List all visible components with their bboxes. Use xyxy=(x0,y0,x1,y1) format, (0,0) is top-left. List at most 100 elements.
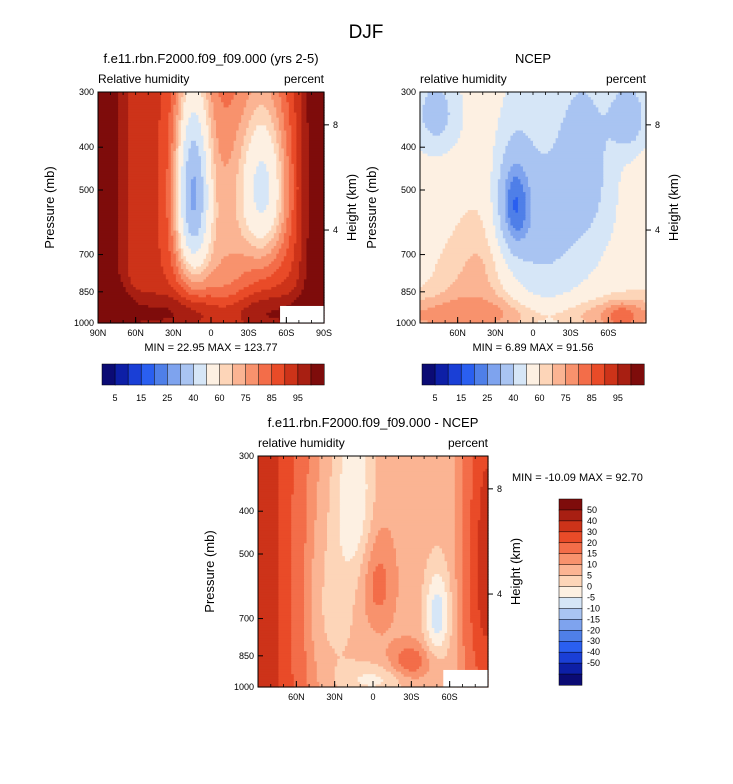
contour-cell xyxy=(251,302,292,306)
contour-cell xyxy=(306,258,325,262)
contour-cell xyxy=(296,153,302,157)
contour-cell xyxy=(432,271,461,275)
contour-cell xyxy=(603,302,622,306)
contour-cell xyxy=(431,620,443,624)
contour-cell xyxy=(470,515,481,519)
contour-cell xyxy=(203,235,212,239)
contour-cell xyxy=(211,171,217,175)
contour-cell xyxy=(500,307,517,311)
contour-cell xyxy=(170,186,174,191)
contour-cell xyxy=(266,169,277,173)
contour-cell xyxy=(268,171,277,175)
contour-cell xyxy=(603,179,622,183)
contour-cell xyxy=(480,517,489,521)
contour-cell xyxy=(306,674,318,678)
contour-cell xyxy=(291,263,300,268)
contour-cell xyxy=(281,202,285,206)
contour-cell xyxy=(286,217,292,221)
contour-cell xyxy=(480,497,489,501)
contour-cell xyxy=(243,297,270,301)
contour-cell xyxy=(188,222,202,227)
contour-cell xyxy=(623,169,647,173)
contour-cell xyxy=(426,597,435,601)
contour-cell xyxy=(457,627,464,632)
contour-cell xyxy=(173,112,179,116)
contour-cell xyxy=(98,246,119,250)
contour-cell xyxy=(208,133,212,137)
contour-cell xyxy=(304,648,315,652)
contour-cell xyxy=(454,522,464,526)
contour-cell xyxy=(620,171,647,175)
contour-cell xyxy=(278,466,295,470)
contour-cell xyxy=(507,143,534,147)
contour-cell xyxy=(462,610,471,614)
contour-cell xyxy=(308,133,325,137)
contour-cell xyxy=(370,558,397,562)
contour-cell xyxy=(306,509,318,514)
contour-cell xyxy=(502,102,572,106)
contour-cell xyxy=(329,491,341,496)
contour-cell xyxy=(365,494,377,498)
contour-cell xyxy=(306,92,325,96)
contour-cell xyxy=(185,207,192,211)
contour-cell xyxy=(175,235,179,239)
contour-cell xyxy=(283,240,290,245)
contour-cell xyxy=(492,151,506,155)
contour-cell xyxy=(573,287,647,291)
contour-cell xyxy=(213,109,245,114)
contour-cell xyxy=(495,269,511,273)
contour-cell xyxy=(444,553,456,557)
contour-cell xyxy=(236,174,245,178)
contour-cell xyxy=(168,166,172,170)
contour-cell xyxy=(180,276,189,280)
contour-cell xyxy=(298,263,308,268)
contour-cell xyxy=(365,491,377,496)
contour-cell xyxy=(426,563,448,567)
contour-cell xyxy=(482,479,489,483)
contour-cell xyxy=(243,189,255,193)
contour-cell xyxy=(482,481,489,485)
contour-cell xyxy=(158,163,169,168)
contour-cell xyxy=(329,497,341,501)
contour-cell xyxy=(258,620,280,624)
contour-cell xyxy=(450,148,494,152)
contour-cell xyxy=(273,125,280,129)
contour-cell xyxy=(638,99,647,103)
contour-cell xyxy=(339,486,369,490)
contour-cell xyxy=(352,607,366,611)
contour-cell xyxy=(216,179,237,183)
contour-cell xyxy=(288,156,292,160)
contour-cell xyxy=(241,145,250,150)
contour-cell xyxy=(128,153,159,157)
contour-cell xyxy=(367,615,395,619)
contour-cell xyxy=(522,220,532,224)
contour-cell xyxy=(497,294,511,298)
contour-cell xyxy=(598,261,647,265)
y-tick-label: 1000 xyxy=(234,682,254,692)
contour-cell xyxy=(420,179,491,183)
contour-cell xyxy=(258,104,265,108)
contour-cell xyxy=(306,97,325,101)
contour-cell xyxy=(118,263,129,268)
contour-cell xyxy=(530,307,569,311)
contour-cell xyxy=(168,230,172,234)
contour-cell xyxy=(314,533,328,537)
contour-cell xyxy=(603,156,637,160)
contour-cell xyxy=(429,666,458,670)
contour-cell xyxy=(367,563,379,567)
contour-cell xyxy=(324,625,351,629)
contour-cell xyxy=(258,468,280,472)
contour-cell xyxy=(165,215,172,219)
contour-cell xyxy=(620,302,624,306)
contour-cell xyxy=(203,148,212,152)
contour-cell xyxy=(421,658,430,662)
contour-cell xyxy=(258,681,280,686)
contour-cell xyxy=(497,186,506,191)
contour-cell xyxy=(434,597,443,601)
contour-cell xyxy=(296,166,302,170)
contour-cell xyxy=(281,130,287,134)
contour-cell xyxy=(615,140,632,144)
contour-cell xyxy=(462,107,501,111)
contour-cell xyxy=(178,133,182,137)
contour-cell xyxy=(203,135,210,139)
